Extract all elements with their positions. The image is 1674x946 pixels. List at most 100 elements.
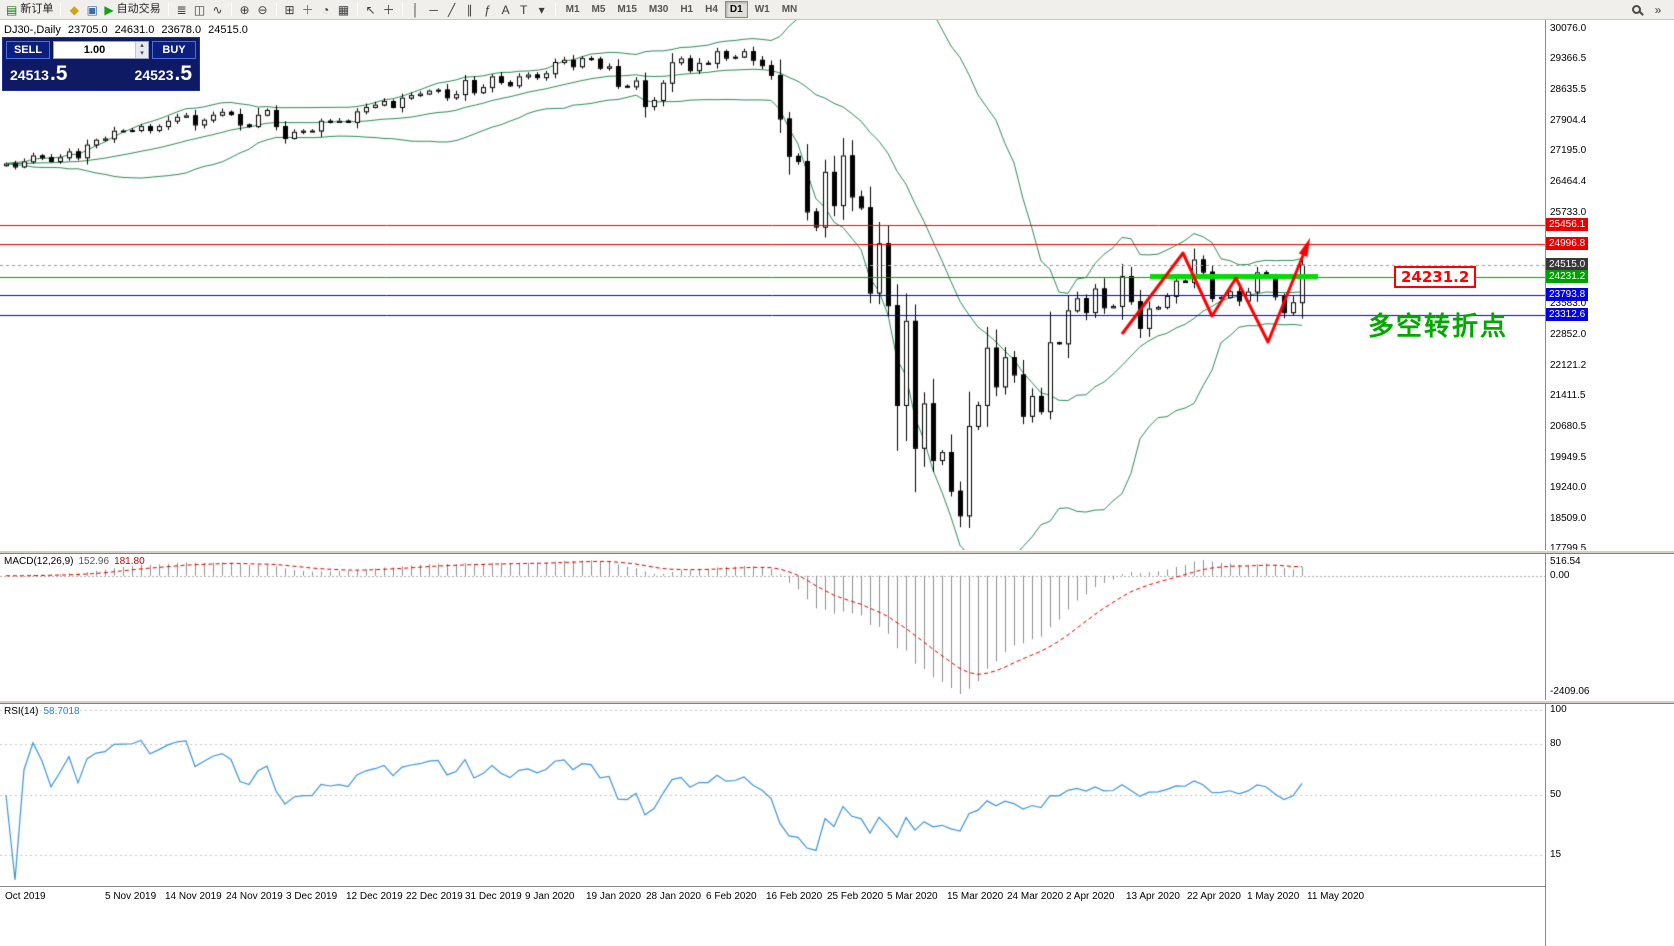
vertical-line-button[interactable]: │ <box>407 1 425 19</box>
time-label: 5 Mar 2020 <box>887 891 938 902</box>
price-axis[interactable]: 30076.0 29366.5 28635.5 27904.4 27195.0 26464… <box>1545 20 1674 946</box>
time-label: 19 Jan 2020 <box>586 891 642 902</box>
time-label: 6 Feb 2020 <box>706 891 757 902</box>
price-tick: 19949.5 <box>1550 452 1587 463</box>
price-tag[interactable]: 24231.2 <box>1546 270 1589 283</box>
time-label: 12 Dec 2019 <box>346 891 403 902</box>
chinese-note[interactable]: 多空转折点 <box>1368 312 1509 342</box>
periods-button[interactable]: ◔ <box>317 1 335 19</box>
price-tick: 21411.5 <box>1550 390 1586 401</box>
price-tick: 17799.5 <box>1550 543 1587 554</box>
quick-trade-icon[interactable]: ◆ <box>65 1 83 19</box>
macd-canvas[interactable] <box>0 554 1545 700</box>
ohlc-high: 24631.0 <box>114 24 155 36</box>
symbol-title: DJ30-,Daily <box>4 24 61 36</box>
price-tag[interactable]: 25456.1 <box>1546 218 1589 231</box>
timeframe-w1-button[interactable]: W1 <box>754 4 770 15</box>
volume-field[interactable]: 1.00 ▴ ▾ <box>53 41 149 59</box>
template-icon: ▦ <box>337 2 350 17</box>
tile-windows-button[interactable]: ⊞ <box>281 1 299 19</box>
line-chart-icon: ∿ <box>212 2 223 17</box>
indicators-button[interactable]: ＋ <box>299 1 317 19</box>
volume-spinner[interactable]: ▴ ▾ <box>135 42 148 58</box>
fibonacci-button[interactable]: ƒ <box>479 1 497 19</box>
price-tick: 22121.2 <box>1550 360 1587 371</box>
pane-separator[interactable] <box>0 700 1674 704</box>
candlestick-chart-canvas[interactable] <box>0 20 1545 550</box>
one-click-trading-panel: SELL 1.00 ▴ ▾ BUY 24513.5 24523.5 <box>2 37 200 91</box>
toolbar-separator <box>401 3 403 16</box>
time-axis[interactable]: Oct 2019 5 Nov 2019 14 Nov 2019 24 Nov 2019… <box>0 886 1545 906</box>
price-tick: 26464.4 <box>1550 176 1587 187</box>
timeframe-m1-button[interactable]: M1 <box>565 4 580 15</box>
line-chart-button[interactable]: ∿ <box>209 1 227 19</box>
toolbar-separator <box>230 3 232 16</box>
spin-up-icon[interactable]: ▴ <box>136 42 148 50</box>
zoom-out-button[interactable]: ⊖ <box>254 1 272 19</box>
ohlc-open: 23705.0 <box>67 24 108 36</box>
timeframe-m30-button[interactable]: M30 <box>648 4 669 15</box>
crosshair-button[interactable]: ＋ <box>380 1 398 19</box>
pane-separator[interactable] <box>0 550 1674 554</box>
zoom-in-icon: ⊕ <box>239 2 250 17</box>
text-button[interactable]: A <box>497 1 515 19</box>
bar-chart-button[interactable]: ≣ <box>173 1 191 19</box>
toolbar-buttons: ▤ 新订单 ◆ ▣ ▶ 自动交易 ≣ ◫ ∿ ⊕ ⊖ ⊞ ＋ ◔ ▦ ↖ ＋ │ ─ ╱ ∥ ƒ A T ▾ M1 M5 M15 M30… <box>3 0 803 20</box>
time-label: 14 Nov 2019 <box>165 891 222 902</box>
spin-down-icon[interactable]: ▾ <box>136 50 148 58</box>
crosshair-icon: ＋ <box>382 2 395 17</box>
zoom-in-button[interactable]: ⊕ <box>236 1 254 19</box>
price-tick: 23583.0 <box>1550 298 1587 309</box>
time-label: Oct 2019 <box>5 891 46 902</box>
time-label: 3 Dec 2019 <box>286 891 338 902</box>
time-label: 15 Mar 2020 <box>947 891 1004 902</box>
time-label: 22 Apr 2020 <box>1187 891 1241 902</box>
time-label: 25 Feb 2020 <box>827 891 884 902</box>
arrows-icon: ▾ <box>538 2 545 17</box>
arrows-button[interactable]: ▾ <box>533 1 551 19</box>
price-tag[interactable]: 23793.8 <box>1546 288 1589 301</box>
timeframe-m5-button[interactable]: M5 <box>591 4 606 15</box>
new-order-button-label: 新订单 <box>20 3 54 15</box>
rsi-axis-label: 100 <box>1550 704 1567 715</box>
timeframe-m15-button[interactable]: M15 <box>617 4 637 15</box>
ohlc-low: 23678.0 <box>161 24 202 36</box>
toolbar-separator <box>554 3 556 16</box>
timeframe-h1-button[interactable]: H1 <box>680 4 694 15</box>
macd-pane[interactable]: MACD(12,26,9) 152.96 181.80 <box>0 554 1545 700</box>
horizontal-line-button[interactable]: ─ <box>425 1 443 19</box>
new-order-button[interactable]: ▤ 新订单 <box>3 1 56 19</box>
new-order-icon: ▤ <box>6 2 18 17</box>
volume-value[interactable]: 1.00 <box>83 44 106 56</box>
price-tag[interactable]: 24996.8 <box>1546 237 1589 250</box>
cursor-button[interactable]: ↖ <box>362 1 380 19</box>
label-icon: T <box>519 2 528 17</box>
template-button[interactable]: ▦ <box>335 1 353 19</box>
price-tag[interactable]: 23312.6 <box>1546 308 1589 321</box>
time-label: 31 Dec 2019 <box>465 891 522 902</box>
buy-button[interactable]: BUY <box>152 41 196 59</box>
timeframe-mn-button[interactable]: MN <box>781 4 798 15</box>
time-label: 9 Jan 2020 <box>525 891 575 902</box>
channel-button[interactable]: ∥ <box>461 1 479 19</box>
candlestick-chart-button[interactable]: ◫ <box>191 1 209 19</box>
price-tag[interactable]: 24515.0 <box>1546 258 1589 271</box>
time-label: 2 Apr 2020 <box>1066 891 1115 902</box>
overflow-chevron-icon[interactable]: » <box>1654 2 1662 17</box>
trendline-button[interactable]: ╱ <box>443 1 461 19</box>
charts-window-icon[interactable]: ▣ <box>83 1 101 19</box>
timeframe-d1-button[interactable]: D1 <box>724 1 748 18</box>
label-button[interactable]: T <box>515 1 533 19</box>
toolbar-right: » <box>1627 1 1671 19</box>
rsi-axis-label: 15 <box>1550 849 1562 860</box>
price-annotation-box[interactable]: 24231.2 <box>1394 266 1477 288</box>
autotrading-button[interactable]: ▶ 自动交易 <box>101 1 163 19</box>
search-button[interactable] <box>1627 1 1645 19</box>
rsi-pane[interactable]: RSI(14) 58.7018 <box>0 704 1545 886</box>
main-chart-pane[interactable]: DJ30-,Daily 23705.0 24631.0 23678.0 24515.0 … <box>0 20 1545 550</box>
timeframe-h4-button[interactable]: H4 <box>705 4 718 15</box>
rsi-canvas[interactable] <box>0 704 1545 886</box>
time-label: 5 Nov 2019 <box>105 891 157 902</box>
sell-button[interactable]: SELL <box>6 41 50 59</box>
rsi-axis-label: 80 <box>1550 738 1562 749</box>
